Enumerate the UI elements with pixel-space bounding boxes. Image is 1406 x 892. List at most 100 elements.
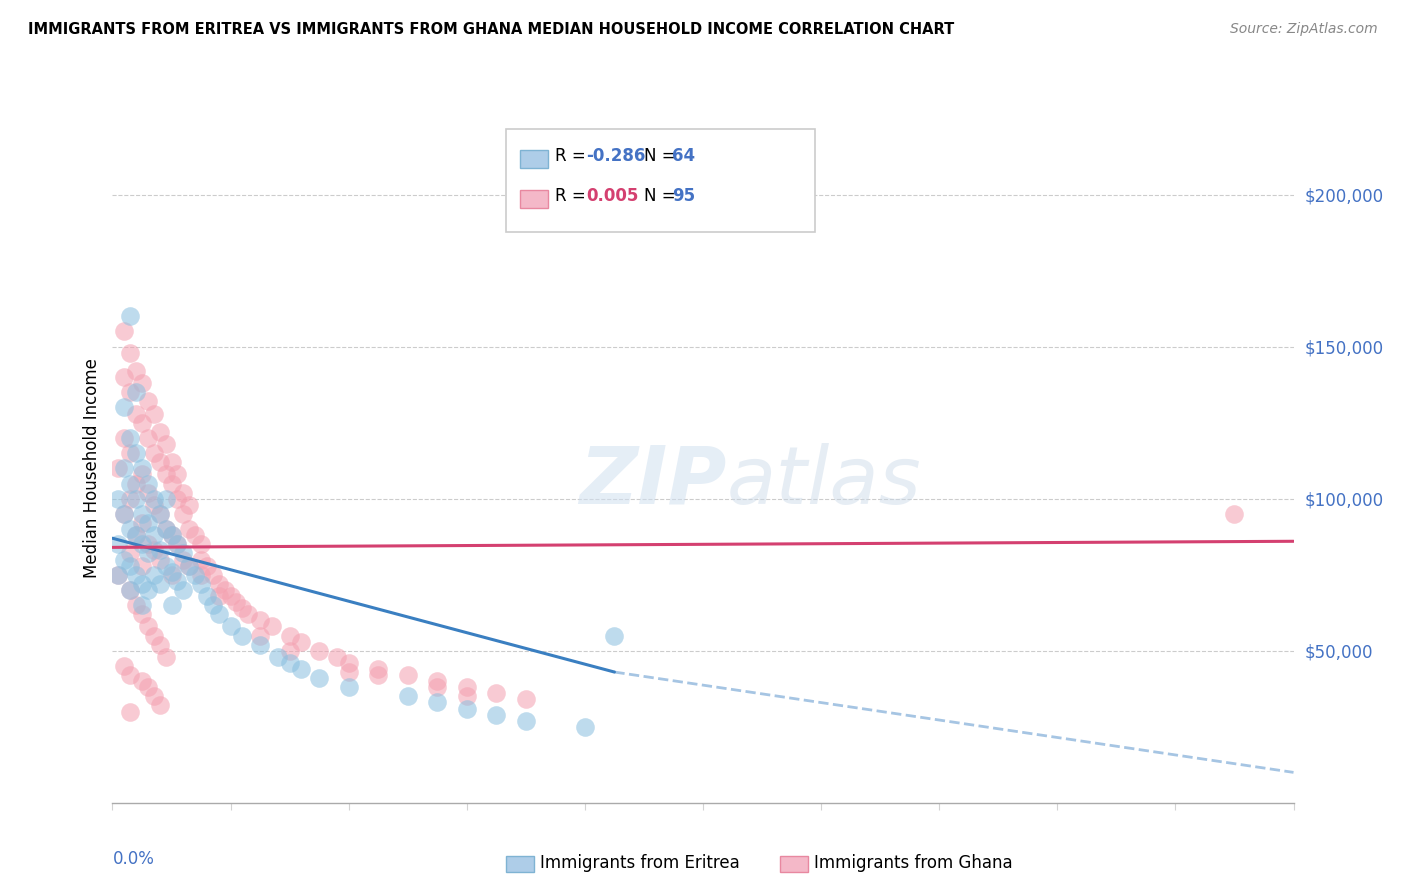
Point (190, 577, 212, 591)
Point (112, 659, 135, 673)
Point (172, 546, 194, 560)
Point (160, 598, 183, 612)
Text: 0.0%: 0.0% (112, 849, 155, 868)
Point (172, 552, 194, 566)
Point (485, 686, 508, 700)
Point (485, 707, 508, 722)
Point (515, 714, 537, 728)
Point (142, 567, 165, 582)
Point (149, 638, 172, 652)
Point (149, 507, 172, 521)
Point (125, 407, 148, 421)
Text: Immigrants from Ghana: Immigrants from Ghana (814, 855, 1012, 872)
Point (201, 567, 224, 582)
Point (208, 607, 231, 622)
Text: 64: 64 (672, 147, 695, 165)
Text: R =: R = (555, 147, 592, 165)
Point (131, 467, 153, 482)
Point (120, 310, 142, 324)
Point (172, 507, 194, 521)
Point (155, 649, 177, 664)
Point (149, 507, 172, 521)
Point (208, 589, 231, 603)
Point (267, 649, 290, 664)
Point (426, 696, 449, 710)
Point (142, 491, 165, 506)
Point (136, 516, 159, 530)
Point (426, 680, 449, 694)
Point (112, 552, 135, 566)
Point (155, 491, 177, 506)
Point (131, 376, 153, 391)
Point (120, 546, 142, 560)
Point (131, 674, 153, 689)
Point (136, 431, 159, 445)
Point (120, 476, 142, 491)
Point (136, 619, 159, 633)
Point (120, 446, 142, 460)
Point (367, 662, 389, 676)
Point (190, 552, 212, 566)
Point (195, 558, 218, 573)
Point (142, 528, 165, 542)
Point (107, 567, 129, 582)
Point (214, 582, 236, 597)
Point (131, 537, 153, 551)
Point (142, 498, 165, 512)
Text: 95: 95 (672, 187, 695, 205)
Point (249, 613, 271, 627)
Point (195, 589, 218, 603)
Point (160, 528, 183, 542)
Point (136, 476, 159, 491)
Point (190, 567, 212, 582)
Point (396, 668, 419, 682)
Text: R =: R = (555, 187, 592, 205)
Point (160, 565, 183, 579)
Point (125, 567, 148, 582)
Point (278, 644, 301, 658)
Point (131, 607, 153, 622)
Y-axis label: Median Household Income: Median Household Income (83, 359, 101, 578)
Point (149, 425, 172, 439)
Point (231, 601, 253, 615)
Point (166, 537, 188, 551)
Point (120, 582, 142, 597)
Point (107, 461, 129, 475)
Point (142, 446, 165, 460)
Point (120, 345, 142, 359)
Point (367, 668, 389, 682)
Text: Immigrants from Eritrea: Immigrants from Eritrea (540, 855, 740, 872)
Point (260, 619, 283, 633)
Point (142, 543, 165, 558)
Point (136, 394, 159, 409)
Point (166, 537, 188, 551)
Point (155, 522, 177, 536)
Text: N =: N = (644, 147, 681, 165)
Point (574, 720, 596, 734)
Point (125, 528, 148, 542)
Point (326, 649, 349, 664)
Point (278, 628, 301, 642)
Point (337, 680, 360, 694)
Point (219, 619, 242, 633)
Point (149, 552, 172, 566)
Point (107, 537, 129, 551)
Point (155, 437, 177, 451)
Point (166, 574, 188, 588)
Point (125, 364, 148, 378)
Point (112, 325, 135, 339)
Point (149, 698, 172, 713)
Point (172, 582, 194, 597)
Point (249, 628, 271, 642)
Point (225, 595, 247, 609)
Point (112, 461, 135, 475)
Point (120, 431, 142, 445)
Point (136, 582, 159, 597)
Point (131, 507, 153, 521)
Point (120, 582, 142, 597)
Point (308, 671, 330, 685)
Text: atlas: atlas (727, 442, 921, 521)
Point (107, 567, 129, 582)
Point (160, 455, 183, 469)
Point (120, 385, 142, 400)
